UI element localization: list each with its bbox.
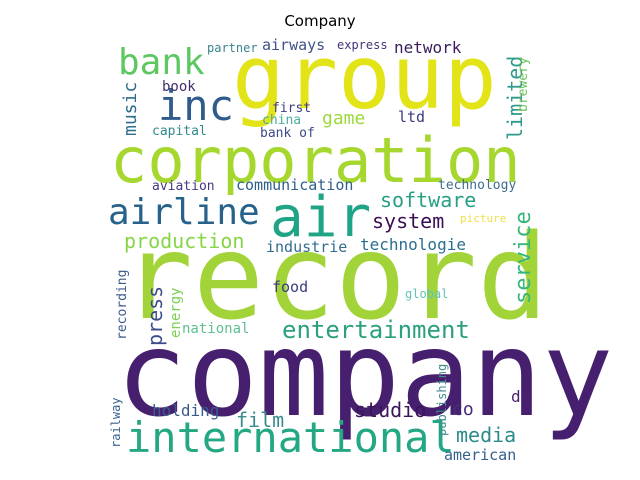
word-national: national [182,321,249,337]
word-global: global [405,287,448,301]
word-record: record [122,208,548,346]
word-limited: limited [503,56,527,140]
word-network: network [394,38,462,57]
word-technologie: technologie [360,235,466,254]
word-brewery: brewery [516,57,531,112]
word-industrie: industrie [266,238,347,256]
word-inc: inc [158,81,234,130]
word-capital: capital [152,124,207,139]
word-corporation: corporation [110,124,521,197]
word-express: express [337,38,388,52]
word-production: production [124,229,244,253]
word-bank: bank [118,42,205,83]
word-partner: partner [207,41,258,55]
word-railway: railway [109,397,123,448]
word-airways: airways [262,36,325,54]
word-service: service [511,211,536,304]
word-china: china [262,113,301,128]
word-international: international [126,413,455,462]
word-aviation: aviation [152,179,215,194]
word-airline: airline [108,192,260,233]
word-system: system [372,209,444,233]
word-press: press [143,286,167,346]
word-film: film [236,408,284,432]
word-book: book [162,79,196,95]
word-technology: technology [438,178,516,193]
word-communication: communication [236,176,353,194]
word-holding: holding [152,401,219,420]
word-american: american [444,446,516,464]
word-first: first [272,101,311,116]
word-group: group [232,26,497,129]
word-co: co [452,399,474,420]
word-company: company [116,305,613,443]
word-software: software [380,188,476,212]
word-game: game [322,108,365,129]
word-de: de [511,387,530,406]
word-entertainment: entertainment [282,316,470,344]
word-studio: studio [354,398,426,422]
word-bank-of: bank of [260,126,315,141]
chart-title: Company [284,12,356,30]
word-ltd: ltd [398,108,425,126]
word-air: air [270,185,371,250]
word-music: music [120,82,141,136]
word-media: media [456,423,516,447]
word-food: food [272,278,308,296]
word-energy: energy [168,287,184,338]
word-publishing: publishing [435,364,449,436]
word-recording: recording [115,270,130,340]
word-picture: picture [460,212,506,225]
